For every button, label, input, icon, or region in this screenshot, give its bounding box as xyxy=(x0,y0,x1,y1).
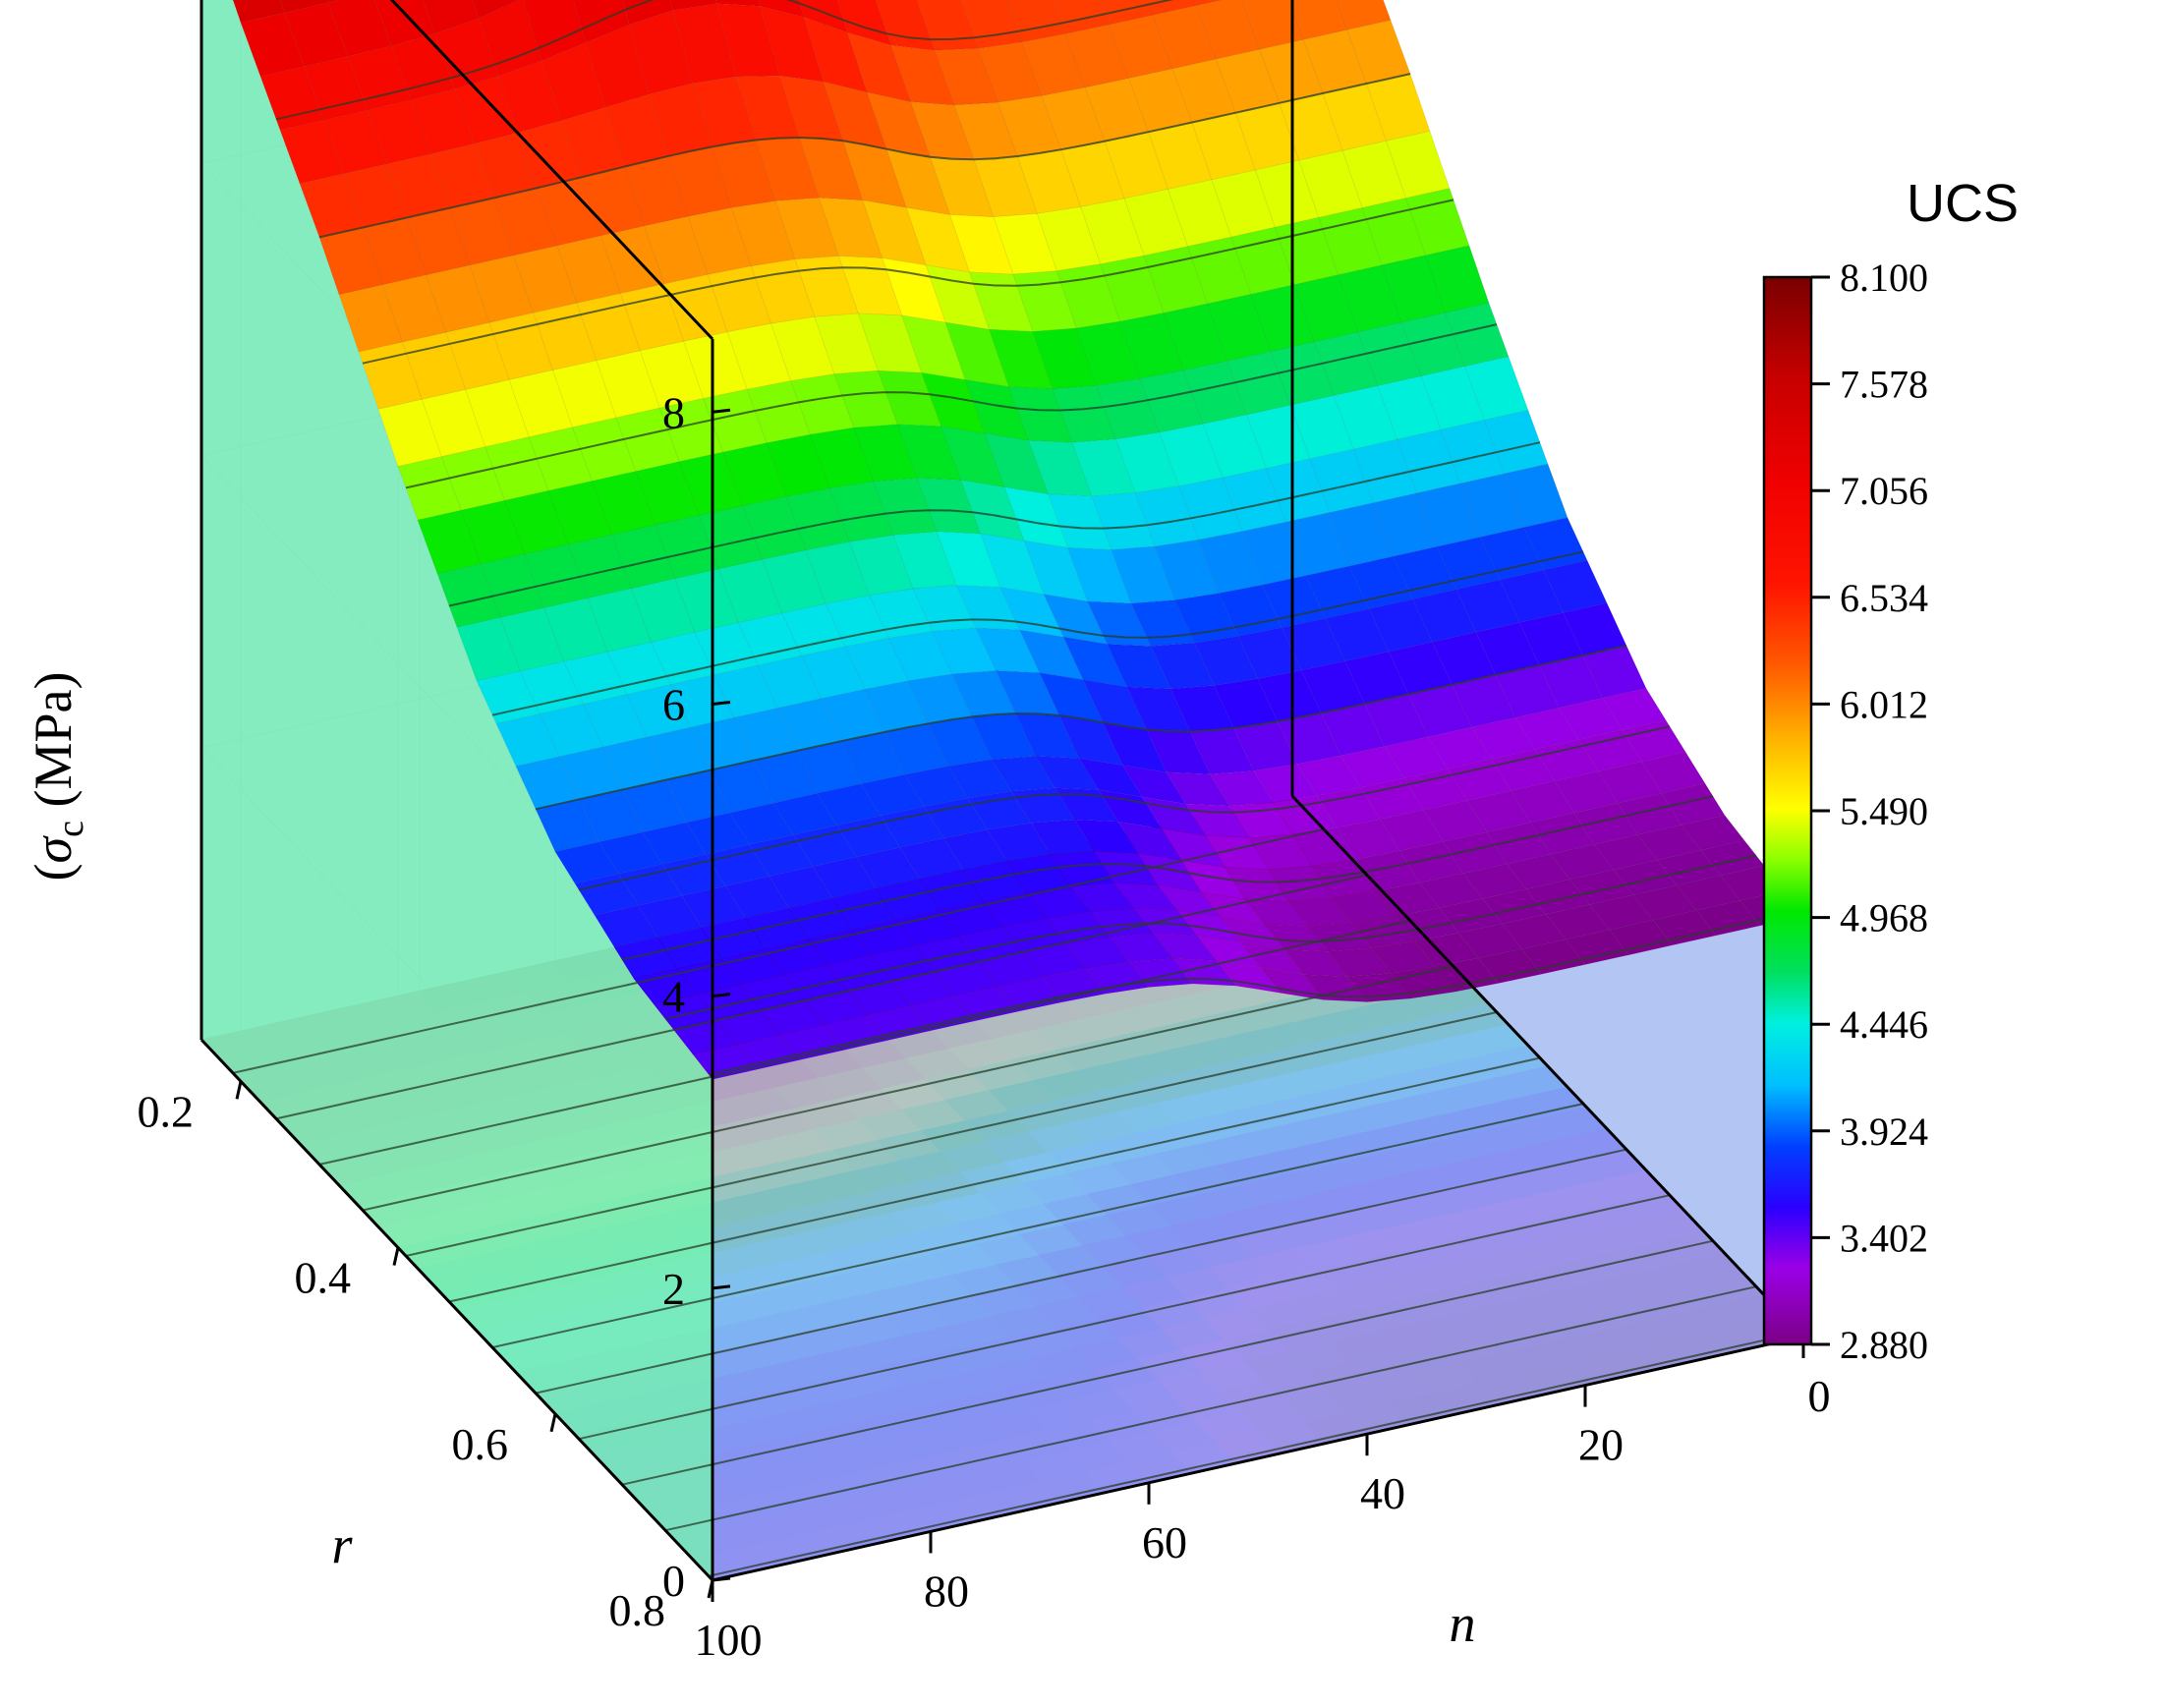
surface-contour-line xyxy=(578,725,1671,891)
floor-contour-line xyxy=(362,965,1454,1212)
floor-contour-line xyxy=(708,1331,1800,1577)
r-axis-tick xyxy=(549,1413,557,1433)
z-axis-tick xyxy=(712,700,731,706)
surface-layer xyxy=(200,0,1804,1581)
surface-contour-line xyxy=(362,199,1454,365)
legend-level-label: 5.490 xyxy=(1840,789,1928,833)
z-axis-title: (σc (MPa) xyxy=(24,672,91,882)
surface-contour-line xyxy=(405,323,1498,489)
floor-contour-line xyxy=(664,1285,1757,1532)
r-tick-label: 0.8 xyxy=(609,1585,666,1635)
legend-level-label: 2.880 xyxy=(1840,1323,1928,1367)
legend-colorbar xyxy=(1762,275,1813,1346)
y-axis-title: r xyxy=(331,1515,353,1574)
floor-contour-line xyxy=(275,874,1368,1120)
r-tick-label: 0.2 xyxy=(138,1086,195,1136)
n-tick-label: 80 xyxy=(924,1566,969,1616)
side-wall-n100 xyxy=(201,0,712,1580)
z-axis-tick xyxy=(712,993,731,998)
r-axis-tick xyxy=(392,1247,400,1266)
legend-level-label: 6.534 xyxy=(1840,576,1928,620)
r-tick-label: 0.6 xyxy=(452,1419,509,1469)
x-axis-title: n xyxy=(1450,1594,1476,1653)
n-tick-label: 60 xyxy=(1142,1517,1187,1567)
z-tick-label: 2 xyxy=(662,1264,685,1314)
floor-contour-line xyxy=(318,919,1411,1166)
z-axis-tick xyxy=(712,408,731,414)
legend-level-label: 3.402 xyxy=(1840,1216,1928,1260)
side-wall-rmax xyxy=(712,916,1803,1580)
floor-contour-line xyxy=(405,1011,1498,1257)
legend-level-label: 4.968 xyxy=(1840,896,1928,940)
surface-contour-line xyxy=(708,909,1800,1076)
surface-contour-line xyxy=(491,550,1584,716)
legend-level-label: 4.446 xyxy=(1840,1002,1928,1047)
floor-contour-line xyxy=(535,1148,1627,1395)
r-axis-tick xyxy=(235,1080,243,1100)
legend-level-label: 3.924 xyxy=(1840,1110,1928,1154)
floor-contour-line xyxy=(232,827,1325,1074)
z-tick-label: 4 xyxy=(662,972,685,1022)
legend-level-label: 7.578 xyxy=(1840,363,1928,407)
surface-cell xyxy=(326,0,341,4)
n-tick-label: 100 xyxy=(695,1615,763,1665)
n-tick-label: 0 xyxy=(1808,1371,1831,1421)
axis-frame-edge xyxy=(1290,794,1805,1338)
floor-contour-line xyxy=(491,1103,1584,1349)
legend-level-label: 6.012 xyxy=(1840,682,1928,726)
surface-contour-line xyxy=(275,0,1173,121)
surface-contour-line xyxy=(621,795,1714,961)
z-tick-label: 6 xyxy=(662,679,685,729)
legend-level-label: 7.056 xyxy=(1840,469,1928,513)
surface-contour-line xyxy=(535,645,1627,811)
surface-contour-line xyxy=(318,73,1411,239)
r-tick-label: 0.4 xyxy=(295,1253,352,1303)
floor-contour-line xyxy=(448,1056,1541,1303)
floor-contour-line xyxy=(578,1194,1671,1441)
axis-frame-edge xyxy=(712,1335,1804,1582)
z-axis-tick xyxy=(712,1576,731,1582)
n-tick-label: 40 xyxy=(1360,1468,1405,1518)
surface-cell xyxy=(1193,0,1224,7)
z-axis-tick xyxy=(712,1284,731,1290)
floor-contour-line xyxy=(621,1239,1714,1486)
color-legend: UCS 8.100 7.578 7.056 6.534 6.012 5.490 4.968 4… xyxy=(1762,174,2019,1367)
axis-frame-edge xyxy=(389,0,714,341)
n-tick-label: 20 xyxy=(1578,1420,1624,1470)
surface-contour-line xyxy=(448,441,1541,607)
z-tick-label: 0 xyxy=(662,1556,685,1606)
axis-frame-edge xyxy=(200,1038,714,1582)
legend-title: UCS xyxy=(1907,174,2019,233)
z-tick-label: 8 xyxy=(662,387,685,437)
legend-level-label: 8.100 xyxy=(1840,256,1928,300)
surface-contour-line xyxy=(664,854,1757,1020)
surface-cell xyxy=(472,0,520,20)
